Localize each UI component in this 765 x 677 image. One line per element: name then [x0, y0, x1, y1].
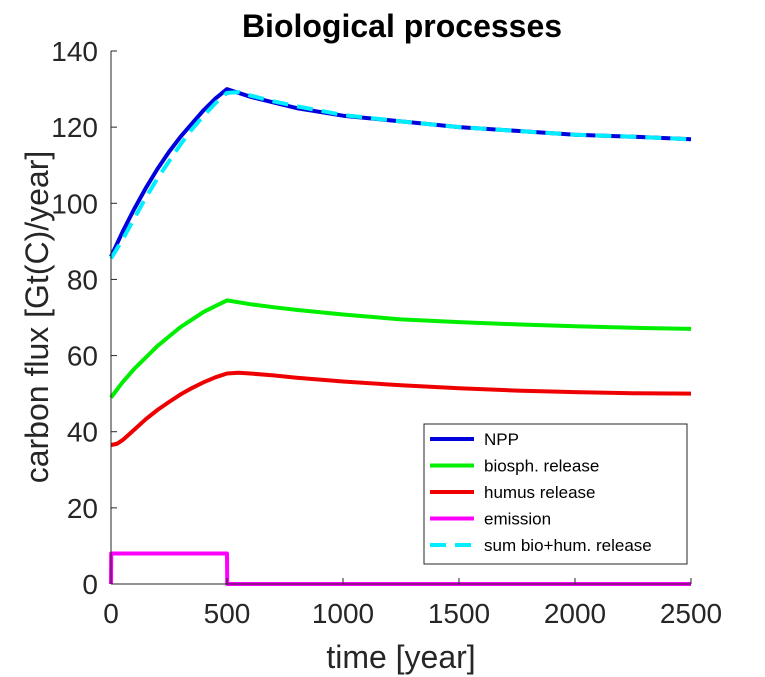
y-tick-label-7: 140	[51, 36, 98, 67]
y-tick-label-3: 60	[67, 341, 98, 372]
x-tick-label-1: 500	[204, 598, 251, 629]
y-axis-label: carbon flux [Gt(C)/year]	[19, 151, 55, 484]
y-tick-label-2: 40	[67, 417, 98, 448]
y-tick-label-4: 80	[67, 264, 98, 295]
y-tick-label-1: 20	[67, 493, 98, 524]
legend: NPP biosph. release humus release emission s…	[423, 423, 688, 565]
x-tick-label-5: 2500	[660, 598, 722, 629]
axes: 0 500 1000 1500 2000 2500 0 20 40 60 80 100 120 140	[51, 36, 722, 629]
y-tick-label-6: 120	[51, 112, 98, 143]
y-tick-label-5: 100	[51, 188, 98, 219]
series-line-2	[110, 370, 692, 447]
x-tick-label-2: 1000	[312, 598, 374, 629]
x-tick-label-0: 0	[103, 598, 119, 629]
series-line-4	[109, 90, 692, 260]
legend-label-1: biosph. release	[484, 457, 599, 476]
legend-label-2: humus release	[484, 483, 596, 502]
x-tick-label-4: 2000	[544, 598, 606, 629]
chart-title: Biological processes	[242, 8, 562, 44]
legend-label-4: sum bio+hum. release	[484, 536, 652, 555]
x-tick-label-3: 1500	[428, 598, 490, 629]
x-axis-label: time [year]	[326, 639, 475, 675]
legend-label-0: NPP	[484, 430, 519, 449]
legend-label-3: emission	[484, 510, 551, 529]
y-tick-label-0: 0	[82, 569, 98, 600]
series-line-1	[109, 298, 692, 399]
